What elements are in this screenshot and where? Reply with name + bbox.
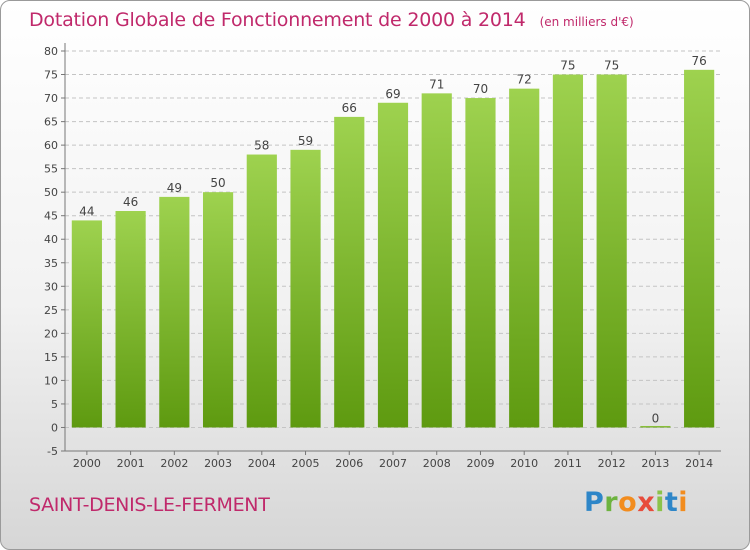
y-tick-label: 45 xyxy=(44,210,58,223)
y-tick-label: 35 xyxy=(44,257,58,270)
x-tick-label-2011: 2011 xyxy=(554,457,582,470)
chart-title-text: Dotation Globale de Fonctionnement de 20… xyxy=(29,9,526,31)
data-label-2000: 44 xyxy=(79,204,94,218)
data-label-2012: 75 xyxy=(604,59,619,73)
y-tick-labels: -5 0 5 10 15 20 25 30 35 40 45 50 55 60 65 70 75 80 xyxy=(44,45,58,458)
y-tick-label: 30 xyxy=(44,280,58,293)
bar-2002 xyxy=(159,196,190,428)
bar-2012 xyxy=(596,74,627,428)
brand-logo-letter: P xyxy=(584,487,605,518)
bars xyxy=(71,69,715,428)
bar-2003 xyxy=(202,192,234,428)
x-tick-label-2012: 2012 xyxy=(598,457,626,470)
x-tick-label-2006: 2006 xyxy=(335,457,363,470)
bar-2008 xyxy=(421,93,452,428)
y-tick-label: 25 xyxy=(44,304,58,317)
y-tick-label: 75 xyxy=(44,69,58,82)
bar-2000 xyxy=(71,220,102,428)
chart-title: Dotation Globale de Fonctionnement de 20… xyxy=(29,9,634,31)
x-tick-label-2010: 2010 xyxy=(510,457,538,470)
bar-2005 xyxy=(290,149,321,428)
brand-logo-letter: i xyxy=(678,487,689,518)
x-tick-label-2001: 2001 xyxy=(117,457,145,470)
x-tick-label-2007: 2007 xyxy=(379,457,407,470)
y-tick-label: 55 xyxy=(44,163,58,176)
y-tick-label: 20 xyxy=(44,327,58,340)
data-label-2013: 0 xyxy=(652,411,660,425)
bar-2013 xyxy=(640,425,671,428)
data-label-2011: 75 xyxy=(560,59,575,73)
data-label-2007: 69 xyxy=(385,87,400,101)
brand-logo-letter: x xyxy=(637,487,656,518)
commune-name: SAINT-DENIS-LE-FERMENT xyxy=(29,494,270,516)
x-tick-label-2000: 2000 xyxy=(73,457,101,470)
x-tick-label-2003: 2003 xyxy=(204,457,232,470)
x-tick-label-2013: 2013 xyxy=(641,457,669,470)
chart-unit-note: (en milliers d'€) xyxy=(539,15,634,29)
data-label-2014: 76 xyxy=(691,54,706,68)
data-label-2008: 71 xyxy=(429,77,444,91)
data-label-2002: 49 xyxy=(167,181,182,195)
data-label-2006: 66 xyxy=(342,101,357,115)
data-label-2004: 58 xyxy=(254,139,269,153)
x-tick-label-2008: 2008 xyxy=(423,457,451,470)
x-tick-label-2014: 2014 xyxy=(685,457,713,470)
data-label-2001: 46 xyxy=(123,195,138,209)
data-label-2010: 72 xyxy=(517,73,532,87)
x-tick-label-2002: 2002 xyxy=(160,457,188,470)
brand-logo-letter: i xyxy=(655,487,665,518)
bar-2011 xyxy=(552,74,584,428)
y-tick-label: 50 xyxy=(44,186,58,199)
brand-logo-letter: o xyxy=(618,487,638,518)
y-tick-label: 80 xyxy=(44,45,58,58)
y-tick-label: 5 xyxy=(51,398,58,411)
x-tick-labels: 2000 2001 2002 2003 2004 2005 2006 2007 2008 2009… xyxy=(73,451,713,470)
x-tick-label-2004: 2004 xyxy=(248,457,276,470)
brand-logo-letter: r xyxy=(604,487,619,518)
y-tick-label: 10 xyxy=(44,374,58,387)
bar-2004 xyxy=(246,154,277,428)
y-tick-label: 70 xyxy=(44,92,58,105)
brand-logo: Proxiti xyxy=(584,487,688,518)
y-tick-label: -5 xyxy=(47,445,58,458)
y-tick-label: 40 xyxy=(44,233,58,246)
x-tick-label-2009: 2009 xyxy=(466,457,494,470)
y-tick-label: 0 xyxy=(51,421,58,434)
y-tick-label: 60 xyxy=(44,139,58,152)
data-label-2003: 50 xyxy=(210,176,225,190)
x-tick-label-2005: 2005 xyxy=(292,457,320,470)
bar-2009 xyxy=(465,98,496,428)
data-labels: 44 46 49 50 58 59 66 69 71 70 72 75 75 0 76 xyxy=(79,54,707,426)
data-label-2005: 59 xyxy=(298,134,313,148)
bar-2014 xyxy=(684,69,715,428)
brand-logo-letter: t xyxy=(664,487,679,518)
bar-2001 xyxy=(115,211,146,428)
bar-2006 xyxy=(334,116,365,428)
data-label-2009: 70 xyxy=(473,82,488,96)
y-tick-label: 15 xyxy=(44,351,58,364)
bar-2007 xyxy=(377,102,409,428)
y-tick-label: 65 xyxy=(44,116,58,129)
bar-2010 xyxy=(509,88,540,428)
